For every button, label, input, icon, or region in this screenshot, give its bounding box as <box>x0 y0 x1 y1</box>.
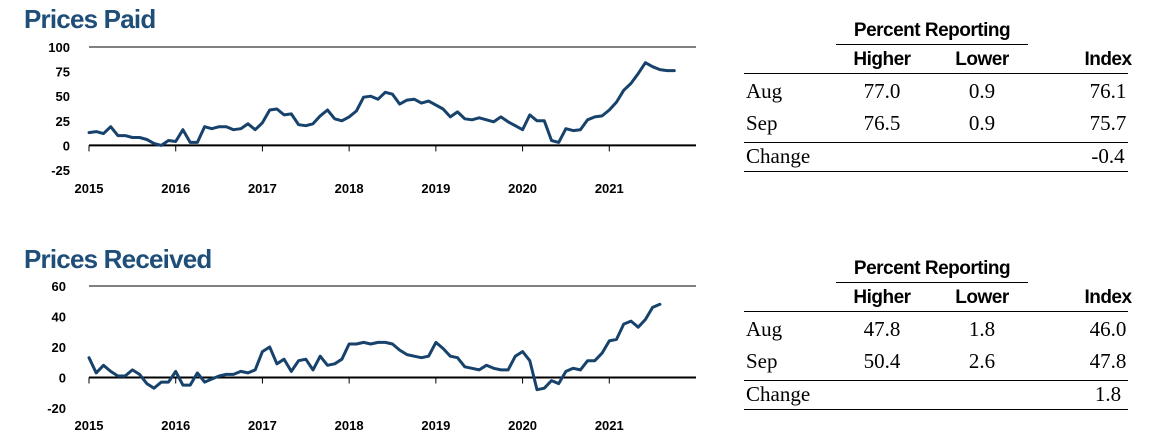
prices-received-title: Prices Received <box>24 244 212 274</box>
row-label: Sep <box>746 349 778 373</box>
table-row-aug: Aug 77.0 0.9 76.1 <box>744 76 1128 108</box>
row-label: Aug <box>746 79 783 103</box>
header-rule <box>744 73 1128 74</box>
x-tick-label: 2016 <box>161 181 190 196</box>
y-tick-label: 100 <box>48 40 70 55</box>
higher-value: 47.8 <box>863 317 901 341</box>
y-tick-label: 25 <box>56 114 70 129</box>
index-value: 46.0 <box>1089 317 1127 341</box>
higher-value: 50.4 <box>863 349 901 373</box>
x-tick-label: 2021 <box>595 418 624 433</box>
y-tick-label: 50 <box>56 89 70 104</box>
heading-underline <box>836 44 1028 45</box>
y-tick-label: 60 <box>52 279 66 294</box>
table-row-sep: Sep 50.4 2.6 47.8 <box>744 346 1128 378</box>
y-tick-label: 0 <box>63 138 70 153</box>
higher-value: 76.5 <box>863 111 901 135</box>
x-tick-label: 2015 <box>75 418 104 433</box>
change-index-value: 1.8 <box>1094 382 1122 406</box>
percent-reporting-heading: Percent Reporting <box>853 20 1011 41</box>
row-label: Aug <box>746 317 783 341</box>
prices-paid-title: Prices Paid <box>24 4 156 34</box>
x-tick-label: 2017 <box>248 181 277 196</box>
higher-value: 77.0 <box>863 79 901 103</box>
x-tick-label: 2020 <box>508 181 537 196</box>
table-row-aug: Aug 47.8 1.8 46.0 <box>744 314 1128 346</box>
lower-value: 0.9 <box>968 79 996 103</box>
change-index-value: -0.4 <box>1091 144 1125 168</box>
prices-paid-panel: Prices Paid 100 75 50 25 0 -25 2015 2016 2017 201… <box>24 4 1132 196</box>
y-tick-label: 0 <box>59 371 66 386</box>
y-tick-label: -20 <box>47 401 66 416</box>
prices-received-chart: 60 40 20 0 -20 2015 2016 2017 2018 2019 2020 2021 <box>47 279 696 433</box>
col-higher-header: Higher <box>853 49 911 70</box>
table-row-sep: Sep 76.5 0.9 75.7 <box>744 108 1128 140</box>
prices-received-panel: Prices Received 60 40 20 0 -20 2015 2016 2017 20… <box>0 240 1170 446</box>
y-tick-label: 75 <box>56 65 70 80</box>
x-tick-label: 2016 <box>161 418 190 433</box>
series-line <box>87 302 662 392</box>
lower-value: 0.9 <box>968 111 996 135</box>
change-label: Change <box>746 144 811 168</box>
header-rule <box>744 311 1128 312</box>
x-tick-label: 2019 <box>421 418 450 433</box>
x-tick-label: 2019 <box>421 181 450 196</box>
col-index-header: Index <box>1084 49 1132 70</box>
x-tick-label: 2015 <box>75 181 104 196</box>
heading-underline <box>836 282 1028 283</box>
series-line <box>87 61 676 147</box>
row-label: Sep <box>746 111 778 135</box>
y-tick-label: 20 <box>52 340 66 355</box>
index-value: 75.7 <box>1089 111 1127 135</box>
x-tick-label: 2017 <box>248 418 277 433</box>
col-lower-header: Lower <box>955 49 1009 70</box>
table-row-change: Change -0.4 <box>744 142 1128 172</box>
lower-value: 2.6 <box>968 349 996 373</box>
col-higher-header: Higher <box>853 287 911 308</box>
col-index-header: Index <box>1084 287 1132 308</box>
y-tick-label: -25 <box>51 163 70 178</box>
col-lower-header: Lower <box>955 287 1009 308</box>
percent-reporting-heading: Percent Reporting <box>853 258 1011 279</box>
index-value: 47.8 <box>1089 349 1127 373</box>
index-value: 76.1 <box>1089 79 1127 103</box>
x-tick-label: 2018 <box>335 181 364 196</box>
lower-value: 1.8 <box>968 317 996 341</box>
table-row-change: Change 1.8 <box>744 380 1128 410</box>
x-tick-label: 2021 <box>595 181 624 196</box>
prices-paid-chart: 100 75 50 25 0 -25 2015 2016 2017 2018 2019 2020 202… <box>48 40 696 196</box>
y-tick-label: 40 <box>52 310 66 325</box>
x-tick-label: 2018 <box>335 418 364 433</box>
x-tick-label: 2020 <box>508 418 537 433</box>
change-label: Change <box>746 382 811 406</box>
